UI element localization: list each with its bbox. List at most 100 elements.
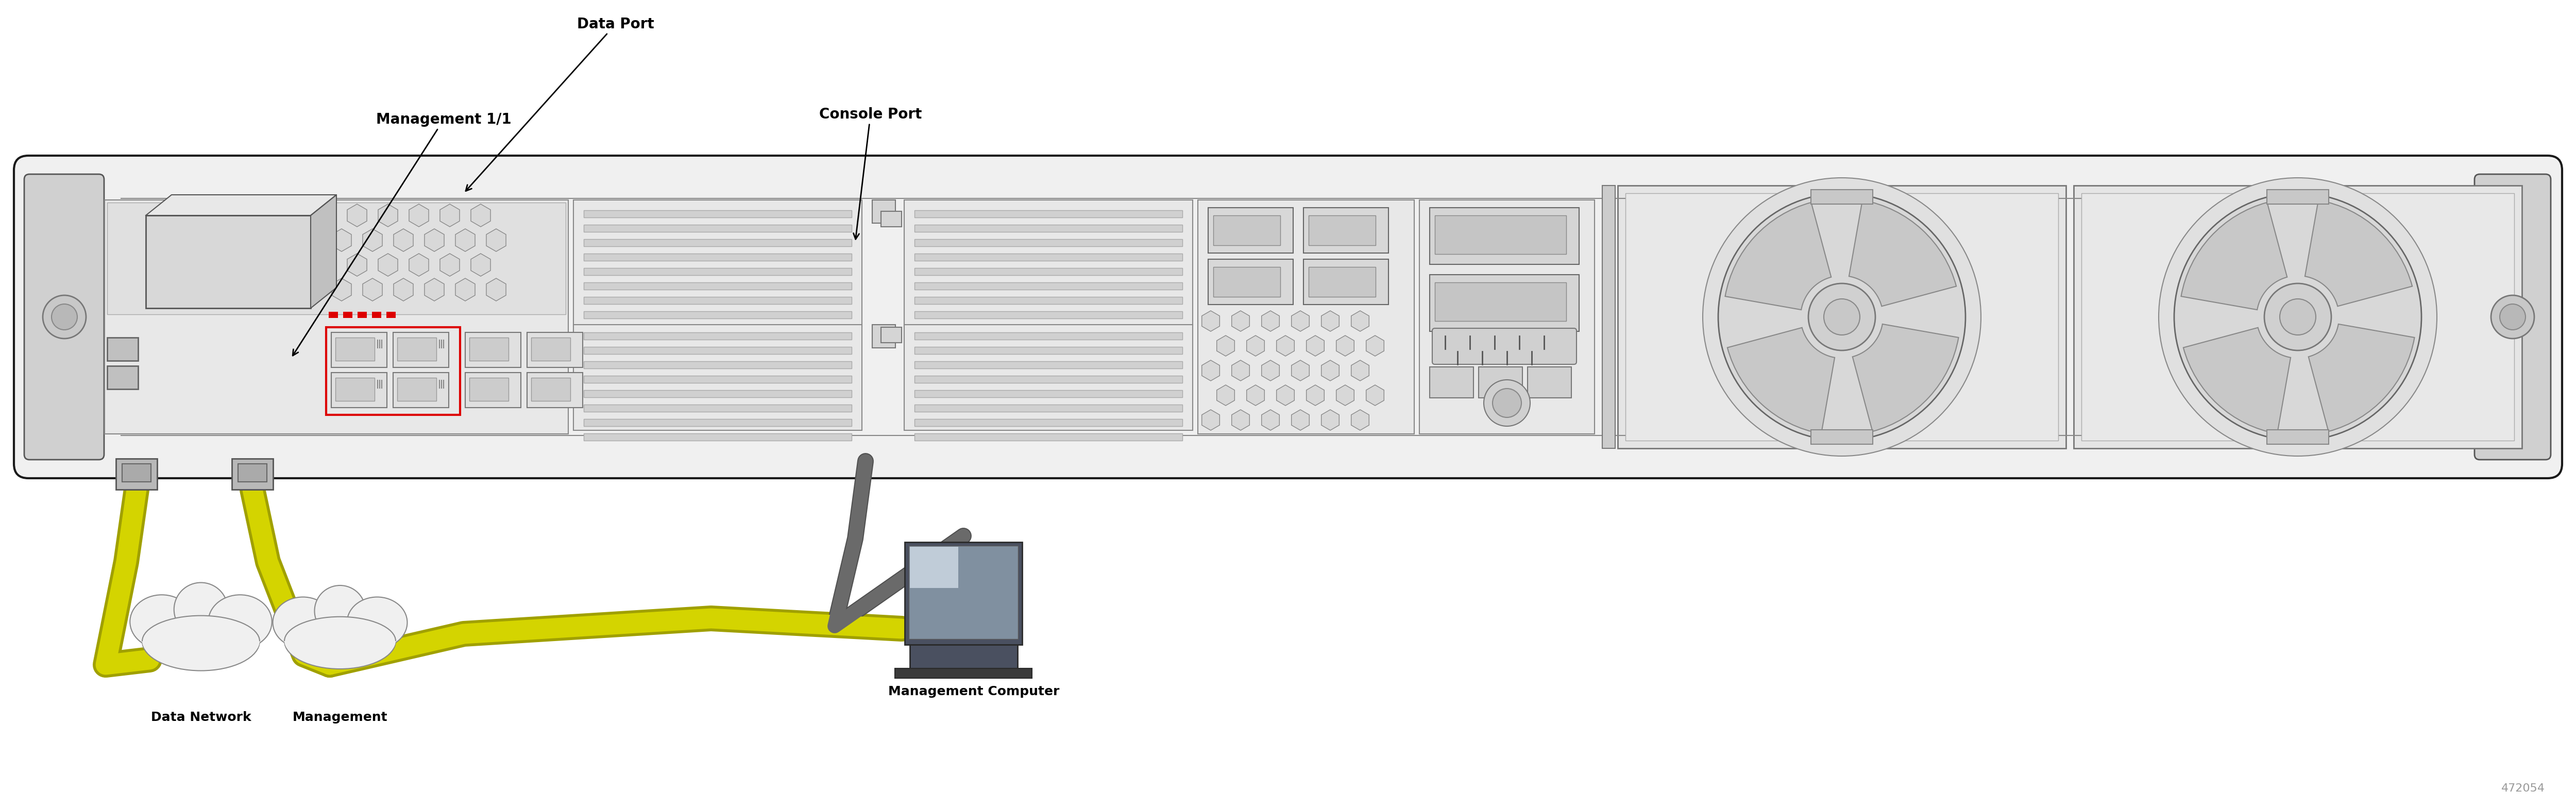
Bar <box>1213 215 1280 245</box>
Circle shape <box>1718 193 1965 441</box>
Bar <box>909 546 1018 639</box>
Bar <box>1811 190 1873 204</box>
Bar <box>397 378 435 401</box>
Bar <box>904 324 1193 430</box>
Bar <box>1198 200 1414 434</box>
Circle shape <box>1703 178 1981 456</box>
Polygon shape <box>1321 410 1340 430</box>
Bar <box>585 268 853 275</box>
Bar <box>585 211 853 217</box>
Bar <box>894 668 1033 678</box>
Circle shape <box>1484 380 1530 426</box>
Bar <box>1208 259 1293 304</box>
Bar <box>1618 186 2066 449</box>
Bar <box>1435 282 1566 321</box>
Bar <box>585 362 853 369</box>
Bar <box>397 337 435 361</box>
Polygon shape <box>1278 336 1293 356</box>
Polygon shape <box>1203 360 1218 381</box>
Polygon shape <box>379 253 397 276</box>
Bar <box>327 327 461 415</box>
Ellipse shape <box>142 612 260 671</box>
Ellipse shape <box>273 597 332 648</box>
Text: Management Computer: Management Computer <box>889 685 1059 698</box>
Bar <box>528 332 582 367</box>
Circle shape <box>1808 283 1875 350</box>
Bar <box>394 373 448 408</box>
Polygon shape <box>147 194 337 215</box>
Bar <box>914 362 1182 369</box>
Ellipse shape <box>314 585 366 637</box>
Polygon shape <box>1291 311 1309 332</box>
Bar <box>574 200 863 326</box>
Bar <box>574 324 863 430</box>
Polygon shape <box>348 253 366 276</box>
Polygon shape <box>1231 410 1249 430</box>
Polygon shape <box>1352 360 1368 381</box>
Bar <box>914 239 1182 246</box>
Bar <box>585 347 853 354</box>
Polygon shape <box>1231 360 1249 381</box>
Bar <box>914 332 1182 340</box>
Bar <box>237 464 268 482</box>
Bar <box>914 419 1182 426</box>
Bar <box>873 324 896 348</box>
FancyBboxPatch shape <box>1432 328 1577 364</box>
Polygon shape <box>394 278 412 301</box>
Bar <box>881 327 902 343</box>
Bar <box>1625 193 2058 441</box>
Bar <box>914 297 1182 304</box>
Bar <box>147 215 312 308</box>
Circle shape <box>44 295 85 339</box>
Bar <box>909 645 1018 669</box>
Bar <box>585 224 853 232</box>
Polygon shape <box>1321 360 1340 381</box>
Bar <box>332 332 386 367</box>
Polygon shape <box>1321 311 1340 332</box>
FancyBboxPatch shape <box>13 156 2563 479</box>
Bar <box>394 332 448 367</box>
Polygon shape <box>1247 385 1265 406</box>
Text: Data Network: Data Network <box>152 711 250 724</box>
Bar <box>469 378 507 401</box>
Bar <box>914 224 1182 232</box>
Polygon shape <box>1365 336 1383 356</box>
Bar <box>585 282 853 290</box>
Wedge shape <box>1728 328 1834 433</box>
Text: Data Port: Data Port <box>466 17 654 191</box>
Circle shape <box>2264 283 2331 350</box>
Polygon shape <box>1291 410 1309 430</box>
Bar <box>1479 367 1522 398</box>
Bar <box>873 200 896 224</box>
Bar <box>1528 367 1571 398</box>
Circle shape <box>52 304 77 330</box>
Bar <box>469 337 507 361</box>
Polygon shape <box>471 253 489 276</box>
Bar <box>585 433 853 441</box>
Polygon shape <box>425 278 443 301</box>
Bar <box>585 404 853 412</box>
Bar <box>904 541 1023 645</box>
Polygon shape <box>1291 360 1309 381</box>
Bar <box>335 378 374 401</box>
Bar <box>585 239 853 246</box>
Bar <box>531 378 569 401</box>
Bar <box>343 312 353 318</box>
Bar <box>108 366 139 389</box>
Bar <box>585 297 853 304</box>
Bar <box>914 433 1182 441</box>
Bar <box>914 268 1182 275</box>
Bar <box>1213 267 1280 297</box>
Bar <box>914 211 1182 217</box>
Bar <box>371 312 381 318</box>
Ellipse shape <box>283 613 397 669</box>
Bar <box>1303 259 1388 304</box>
Polygon shape <box>317 204 335 227</box>
Polygon shape <box>332 278 350 301</box>
Bar <box>1303 207 1388 253</box>
Circle shape <box>2491 295 2535 339</box>
Bar <box>585 312 853 319</box>
Ellipse shape <box>209 595 273 649</box>
Polygon shape <box>379 204 397 227</box>
Bar <box>585 332 853 340</box>
